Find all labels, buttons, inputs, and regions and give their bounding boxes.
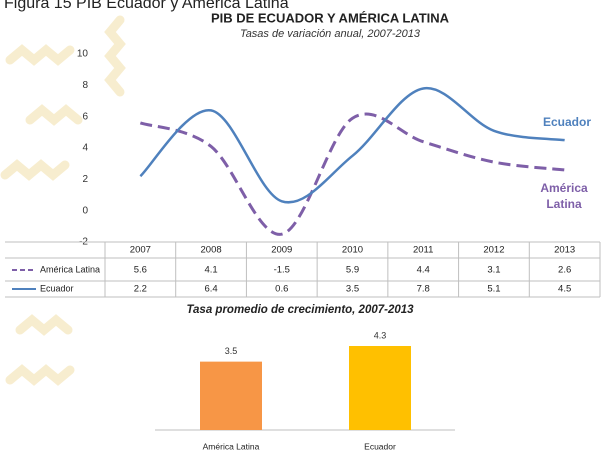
bar (200, 361, 262, 430)
chart-title: PIB DE ECUADOR Y AMÉRICA LATINA (211, 10, 450, 25)
legend-label: Ecuador (40, 283, 74, 293)
annotation: Ecuador (542, 115, 591, 129)
table-value: 4.4 (417, 265, 430, 276)
annotation: América Latina (540, 181, 588, 211)
background-decoration (0, 15, 126, 386)
x-tick-label: 2010 (342, 245, 363, 256)
x-tick-label: 2008 (201, 245, 222, 256)
x-tick-label: 2013 (554, 245, 575, 256)
y-tick-label: 4 (82, 143, 88, 154)
table-value: -1.5 (274, 265, 290, 276)
y-tick-label: 10 (77, 49, 89, 60)
chart-subtitle: Tasas de variación anual, 2007-2013 (240, 28, 421, 40)
table-value: 3.1 (487, 265, 500, 276)
table-value: 7.8 (417, 284, 430, 295)
x-tick-label: Ecuador (364, 441, 396, 451)
y-tick-label: 8 (82, 80, 88, 91)
y-tick-label: 2 (82, 174, 88, 185)
table-value: 5.1 (487, 284, 500, 295)
x-tick-label: América Latina (203, 441, 260, 451)
x-tick-label: 2009 (271, 245, 292, 256)
table-value: 4.1 (204, 265, 217, 276)
x-tick-label: 2011 (413, 245, 433, 256)
y-tick-label: 6 (82, 111, 88, 122)
x-tick-label: 2012 (483, 245, 504, 256)
value-label: 3.5 (225, 346, 238, 356)
y-tick-label: 0 (82, 205, 88, 216)
series-line (139, 112, 565, 236)
figure-caption: Figura 15 PIB Ecuador y América Latina (4, 0, 289, 12)
table-value: 4.5 (558, 284, 571, 295)
table-value: 5.6 (134, 265, 147, 276)
table-value: 6.4 (204, 284, 217, 295)
table-value: 2.6 (558, 265, 571, 276)
table-value: 3.5 (346, 284, 359, 295)
bar (349, 346, 411, 430)
series-line (139, 87, 565, 204)
chart-title: Tasa promedio de crecimiento, 2007-2013 (186, 304, 414, 316)
table-value: 5.9 (346, 265, 359, 276)
table-value: 0.6 (275, 284, 288, 295)
table-value: 2.2 (134, 284, 147, 295)
legend-label: América Latina (40, 264, 100, 274)
value-label: 4.3 (374, 330, 387, 340)
x-tick-label: 2007 (130, 245, 151, 256)
